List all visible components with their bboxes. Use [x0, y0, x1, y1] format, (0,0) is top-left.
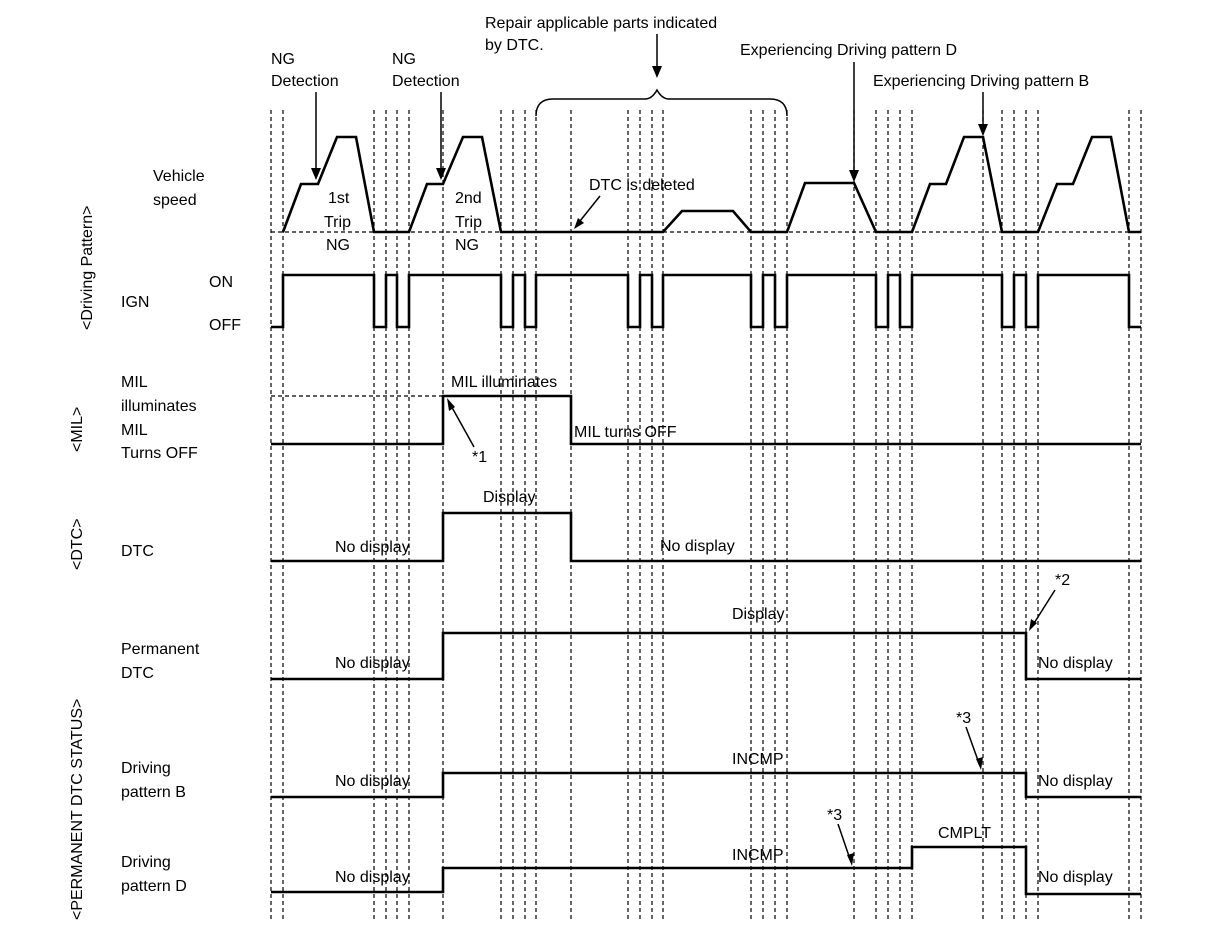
dtc-display-label: Display	[483, 489, 535, 506]
label-dtc: DTC	[121, 543, 154, 560]
arrowhead	[652, 66, 662, 78]
group-permanent-dtc-status: <PERMANENT DTC STATUS>	[69, 699, 86, 920]
trip1-line1: 1st	[328, 190, 350, 207]
experiencing-pattern-b: Experiencing Driving pattern B	[873, 73, 1089, 90]
arrowhead	[447, 398, 455, 411]
label-vehicle-speed-1: Vehicle	[153, 168, 205, 185]
arrowhead	[436, 168, 446, 180]
label-permanent-dtc-2: DTC	[121, 665, 154, 682]
pattern-d-incmp: INCMP	[732, 847, 784, 864]
repair-note-line2: by DTC.	[485, 37, 544, 54]
permanent-no-display-2: No display	[1038, 655, 1113, 672]
mil-waveform	[271, 394, 1141, 446]
permanent-display-label: Display	[732, 606, 784, 623]
repair-note-line1: Repair applicable parts indicated	[485, 15, 717, 32]
vehicle-speed-waveform	[281, 135, 1141, 234]
ng-detection-2-line2: Detection	[392, 73, 460, 90]
dtc-no-display-1: No display	[335, 539, 410, 556]
experiencing-pattern-d: Experiencing Driving pattern D	[740, 42, 957, 59]
arrowhead	[311, 168, 321, 180]
label-pattern-b-2: pattern B	[121, 784, 186, 801]
arrowhead	[976, 757, 983, 770]
pattern-b-no-display-2: No display	[1038, 773, 1113, 790]
arrowhead	[847, 853, 854, 866]
trip1-line2: Trip	[324, 214, 351, 231]
group-driving-pattern: <Driving Pattern>	[79, 205, 96, 330]
label-pattern-b-1: Driving	[121, 760, 171, 777]
trip2-line3: NG	[455, 237, 479, 254]
note2: *2	[1055, 572, 1070, 589]
label-mil-1: MIL	[121, 374, 148, 391]
trip2-line2: Trip	[455, 214, 482, 231]
ng-detection-1-line1: NG	[271, 51, 295, 68]
label-ign-on: ON	[209, 274, 233, 291]
note1-arrow	[448, 401, 475, 448]
label-pattern-d-1: Driving	[121, 854, 171, 871]
arrowhead	[1029, 619, 1037, 631]
mil-illuminates-label: MIL illuminates	[451, 374, 557, 391]
ng-detection-1-line2: Detection	[271, 73, 339, 90]
label-ign-off: OFF	[209, 317, 241, 334]
mil-turns-off-label: MIL turns OFF	[574, 424, 677, 441]
label-ign: IGN	[121, 294, 149, 311]
note3-d: *3	[827, 807, 842, 824]
label-vehicle-speed-2: speed	[153, 192, 197, 209]
ng-detection-2-line1: NG	[392, 51, 416, 68]
note1: *1	[472, 449, 487, 466]
dtc-deleted-label: DTC is deleted	[589, 177, 695, 194]
label-mil-2: illuminates	[121, 398, 197, 415]
permanent-no-display-1: No display	[335, 655, 410, 672]
permanent-dtc-waveform	[271, 631, 1141, 681]
dtc-waveform	[271, 511, 1141, 563]
group-mil: <MIL>	[69, 407, 86, 452]
repair-brace	[535, 88, 788, 117]
pattern-d-waveform	[271, 845, 1141, 896]
pattern-d-no-display-1: No display	[335, 869, 410, 886]
label-mil-4: Turns OFF	[121, 445, 198, 462]
time-gridlines	[270, 110, 1142, 920]
pattern-b-incmp: INCMP	[732, 751, 784, 768]
group-dtc: <DTC>	[69, 518, 86, 570]
pattern-b-no-display-1: No display	[335, 773, 410, 790]
label-mil-3: MIL	[121, 422, 148, 439]
dtc-no-display-2: No display	[660, 538, 735, 555]
arrowhead	[574, 218, 584, 229]
pattern-d-no-display-2: No display	[1038, 869, 1113, 886]
trip1-line3: NG	[326, 237, 350, 254]
trip2-line1: 2nd	[455, 190, 482, 207]
ign-waveform	[271, 273, 1141, 329]
arrowhead	[978, 124, 988, 136]
pattern-b-waveform	[271, 771, 1141, 799]
label-pattern-d-2: pattern D	[121, 878, 187, 895]
arrowhead	[849, 170, 859, 182]
note3-b: *3	[956, 710, 971, 727]
label-permanent-dtc-1: Permanent	[121, 641, 200, 658]
pattern-d-cmplt: CMPLT	[938, 825, 991, 842]
